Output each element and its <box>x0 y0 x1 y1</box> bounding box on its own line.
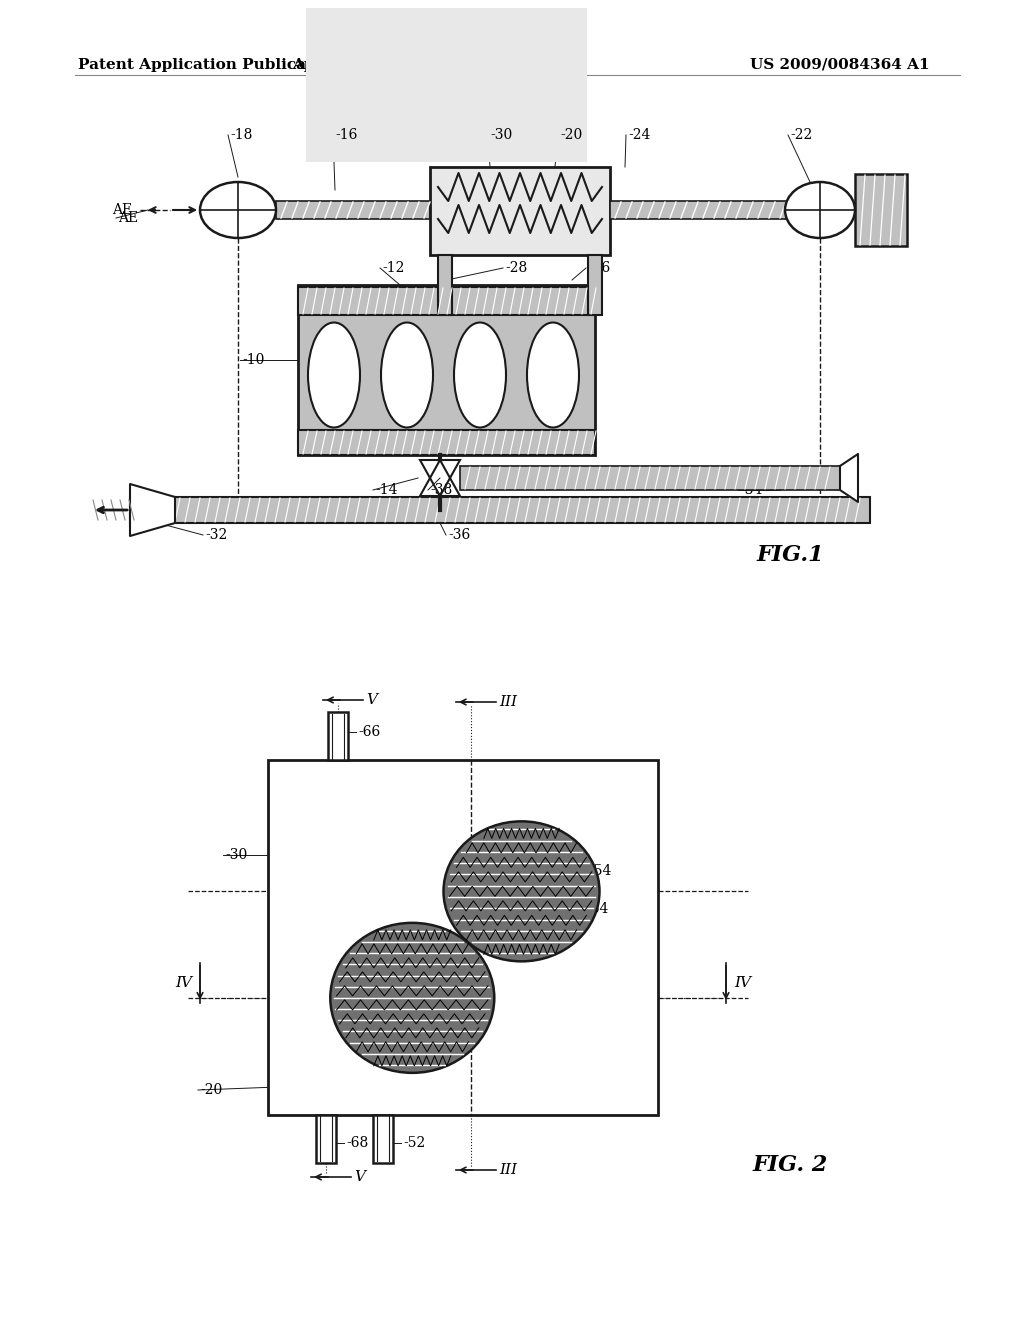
Ellipse shape <box>527 322 579 428</box>
Bar <box>268 760 658 1115</box>
Text: -32: -32 <box>205 528 227 543</box>
Text: -20: -20 <box>560 128 583 143</box>
Text: -16: -16 <box>335 128 357 143</box>
Ellipse shape <box>381 322 433 428</box>
Text: -54: -54 <box>590 865 612 878</box>
Ellipse shape <box>785 182 855 238</box>
Bar <box>298 430 595 455</box>
Bar <box>276 201 430 219</box>
Text: IV: IV <box>734 975 751 990</box>
Bar <box>460 466 840 490</box>
Text: -62: -62 <box>450 870 472 883</box>
Text: -26: -26 <box>588 261 610 275</box>
Text: -36: -36 <box>449 528 470 543</box>
Text: III: III <box>499 1163 517 1177</box>
Bar <box>306 8 587 162</box>
Text: -10: -10 <box>242 352 264 367</box>
Text: -12: -12 <box>382 261 404 275</box>
Text: -30: -30 <box>225 847 247 862</box>
Bar <box>298 286 595 315</box>
Text: US 2009/0084364 A1: US 2009/0084364 A1 <box>751 58 930 73</box>
Bar <box>130 498 870 523</box>
Text: III: III <box>499 696 517 709</box>
Text: -28: -28 <box>505 261 527 275</box>
Text: -18: -18 <box>230 128 252 143</box>
Text: V: V <box>354 1170 365 1184</box>
Bar <box>588 255 602 315</box>
Text: -14: -14 <box>375 483 397 498</box>
Text: -22: -22 <box>790 128 812 143</box>
Ellipse shape <box>454 322 506 428</box>
Bar <box>610 201 788 219</box>
Ellipse shape <box>331 923 495 1073</box>
Text: FIG.1: FIG.1 <box>756 544 824 566</box>
Bar <box>438 255 452 315</box>
Bar <box>298 285 595 455</box>
Text: Apr. 2, 2009  Sheet 1 of 5: Apr. 2, 2009 Sheet 1 of 5 <box>292 58 508 73</box>
Ellipse shape <box>308 322 360 428</box>
Text: -24: -24 <box>628 128 650 143</box>
Text: AE: AE <box>118 211 138 224</box>
Bar <box>328 711 348 760</box>
Bar <box>316 1115 336 1163</box>
Text: -20: -20 <box>200 1082 222 1097</box>
Text: -52: -52 <box>403 1137 425 1150</box>
Text: -66: -66 <box>358 725 380 739</box>
Text: FIG. 2: FIG. 2 <box>753 1154 827 1176</box>
Ellipse shape <box>200 182 276 238</box>
Polygon shape <box>840 454 858 502</box>
Polygon shape <box>130 484 175 536</box>
Bar <box>373 1115 393 1163</box>
Text: IV: IV <box>175 975 193 990</box>
Text: -64: -64 <box>587 903 609 916</box>
Bar <box>430 168 610 255</box>
Text: V: V <box>366 693 377 708</box>
Text: -34: -34 <box>740 483 763 498</box>
Bar <box>855 174 907 246</box>
Ellipse shape <box>443 821 599 961</box>
Text: -30: -30 <box>490 128 512 143</box>
Text: -38: -38 <box>430 483 453 498</box>
Text: Patent Application Publication: Patent Application Publication <box>78 58 340 73</box>
Text: AE: AE <box>112 203 132 216</box>
Text: -68: -68 <box>346 1137 369 1150</box>
